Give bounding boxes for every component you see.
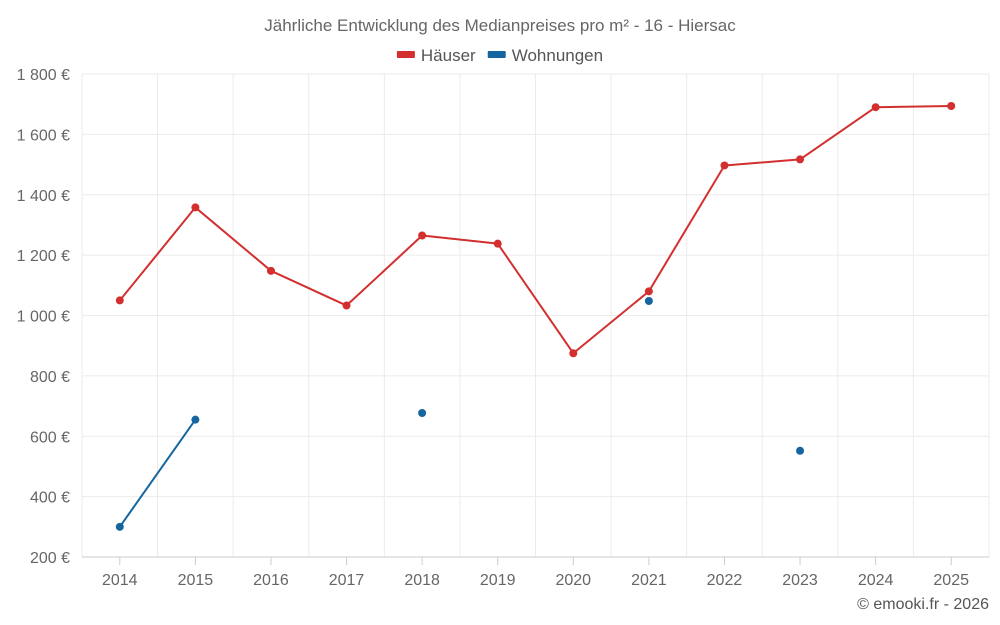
x-tick-label: 2014 <box>102 572 138 589</box>
data-point[interactable] <box>644 297 653 306</box>
data-point[interactable] <box>569 349 578 358</box>
series-line-segment <box>422 234 498 245</box>
y-tick-label: 400 € <box>30 490 70 507</box>
y-tick-label: 1 000 € <box>17 309 70 326</box>
series-layer <box>115 101 956 531</box>
data-point[interactable] <box>947 101 956 110</box>
series-line-segment <box>572 290 650 355</box>
data-point[interactable] <box>871 103 880 112</box>
series-wohnungen <box>115 297 805 531</box>
data-point[interactable] <box>115 522 124 531</box>
x-tick-label: 2018 <box>404 572 440 589</box>
series-h-user <box>115 101 956 358</box>
data-point[interactable] <box>493 239 502 248</box>
credit-text: © emooki.fr - 2026 <box>857 596 989 613</box>
data-point[interactable] <box>266 266 275 275</box>
y-tick-label: 600 € <box>30 429 70 446</box>
x-tick-label: 2017 <box>329 572 365 589</box>
legend-label: Wohnungen <box>512 46 603 65</box>
x-tick-label: 2022 <box>707 572 743 589</box>
series-line-segment <box>345 234 423 307</box>
data-point[interactable] <box>418 231 427 240</box>
x-axis-ticks: 2014 2015 2016 2017 2018 2019 2020 2021 2022 2023… <box>102 557 969 589</box>
series-line-segment <box>648 164 726 292</box>
series-line-segment <box>270 269 347 307</box>
x-tick-label: 2021 <box>631 572 667 589</box>
data-point[interactable] <box>115 296 124 305</box>
series-line-segment <box>118 419 197 528</box>
legend-swatch <box>396 51 415 58</box>
series-line-segment <box>724 158 801 167</box>
data-point[interactable] <box>644 287 653 296</box>
x-tick-label: 2019 <box>480 572 516 589</box>
x-tick-label: 2023 <box>782 572 818 589</box>
legend-swatch <box>487 51 506 58</box>
y-tick-label: 1 200 € <box>17 248 70 265</box>
legend[interactable]: Häuser Wohnungen <box>396 46 603 65</box>
data-point[interactable] <box>796 446 805 455</box>
y-tick-label: 200 € <box>30 550 70 567</box>
x-tick-label: 2020 <box>555 572 591 589</box>
y-tick-label: 1 400 € <box>17 188 70 205</box>
legend-item[interactable]: Wohnungen <box>487 46 603 65</box>
data-point[interactable] <box>191 415 200 424</box>
data-point[interactable] <box>191 203 200 212</box>
x-tick-label: 2025 <box>933 572 969 589</box>
y-axis-ticks: 200 € 400 € 600 € 800 € 1 000 € 1 200 € 1 400 … <box>17 67 70 567</box>
legend-label: Häuser <box>421 46 476 65</box>
chart-title: Jährliche Entwicklung des Medianpreises … <box>264 16 736 35</box>
series-line-segment <box>194 206 272 272</box>
x-tick-label: 2015 <box>178 572 214 589</box>
y-tick-label: 1 800 € <box>17 67 70 84</box>
data-point[interactable] <box>342 301 351 310</box>
series-line-segment <box>496 243 575 354</box>
x-tick-label: 2024 <box>858 572 894 589</box>
x-tick-label: 2016 <box>253 572 289 589</box>
series-line-segment <box>799 106 877 161</box>
y-tick-label: 800 € <box>30 369 70 386</box>
data-point[interactable] <box>796 155 805 164</box>
legend-item[interactable]: Häuser <box>396 46 476 65</box>
grid <box>81 73 990 558</box>
data-point[interactable] <box>418 409 427 418</box>
series-line-segment <box>119 206 197 302</box>
y-tick-label: 1 600 € <box>17 127 70 144</box>
series-line-segment <box>875 104 952 109</box>
data-point[interactable] <box>720 161 729 170</box>
